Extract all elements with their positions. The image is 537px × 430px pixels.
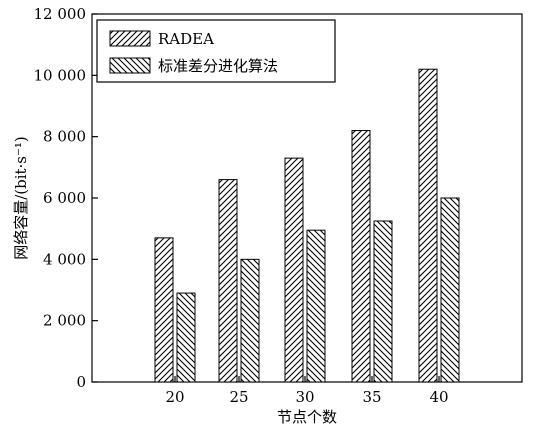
y-axis: 0 2 000 4 000 6 000 8 000 10 000 12 000 [34, 5, 98, 391]
x-tick-label: 30 [295, 388, 314, 406]
legend-label-radea: RADEA [158, 30, 214, 48]
x-tick-label: 35 [362, 388, 381, 406]
x-tick-label: 20 [165, 388, 184, 406]
bar-de-25 [240, 258, 260, 383]
legend-swatch-radea [109, 30, 151, 47]
x-tick-label: 40 [429, 388, 448, 406]
y-tick-label: 6 000 [43, 189, 86, 207]
bar-de-35 [373, 220, 393, 383]
bar-radea-20 [154, 237, 174, 383]
y-tick-label: 4 000 [43, 250, 86, 268]
x-axis: 20 25 30 35 40 [165, 376, 449, 406]
y-tick-label: 10 000 [34, 66, 87, 84]
y-tick-label: 12 000 [34, 5, 87, 23]
y-tick-label: 0 [76, 373, 86, 391]
y-tick-label: 8 000 [43, 128, 86, 146]
bar-radea-30 [284, 157, 304, 383]
bar-radea-35 [351, 130, 371, 383]
bar-de-20 [176, 292, 196, 383]
legend-swatch-de [109, 57, 151, 74]
y-axis-title: 网络容量/(bit·s⁻¹) [12, 136, 30, 260]
bars [154, 68, 460, 383]
bar-de-40 [440, 197, 460, 383]
bar-de-30 [306, 229, 326, 383]
bar-radea-40 [418, 68, 438, 383]
bar-radea-25 [218, 179, 238, 383]
legend: RADEA 标准差分进化算法 [96, 19, 336, 83]
x-tick-label: 25 [229, 388, 248, 406]
legend-label-de: 标准差分进化算法 [158, 57, 278, 75]
x-axis-title: 节点个数 [277, 408, 337, 426]
y-tick-label: 2 000 [43, 312, 86, 330]
